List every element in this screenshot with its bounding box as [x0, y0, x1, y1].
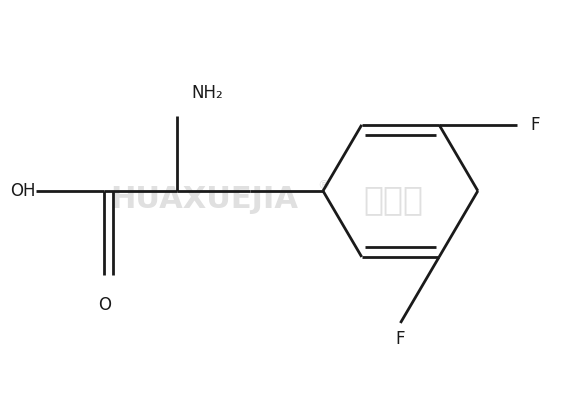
Text: OH: OH [10, 182, 35, 200]
Text: NH₂: NH₂ [191, 84, 223, 102]
Text: ®: ® [318, 179, 330, 192]
Text: 化学加: 化学加 [363, 184, 423, 216]
Text: F: F [396, 330, 405, 348]
Text: F: F [530, 116, 540, 134]
Text: HUAXUEJIA: HUAXUEJIA [110, 186, 298, 214]
Text: O: O [98, 296, 111, 314]
